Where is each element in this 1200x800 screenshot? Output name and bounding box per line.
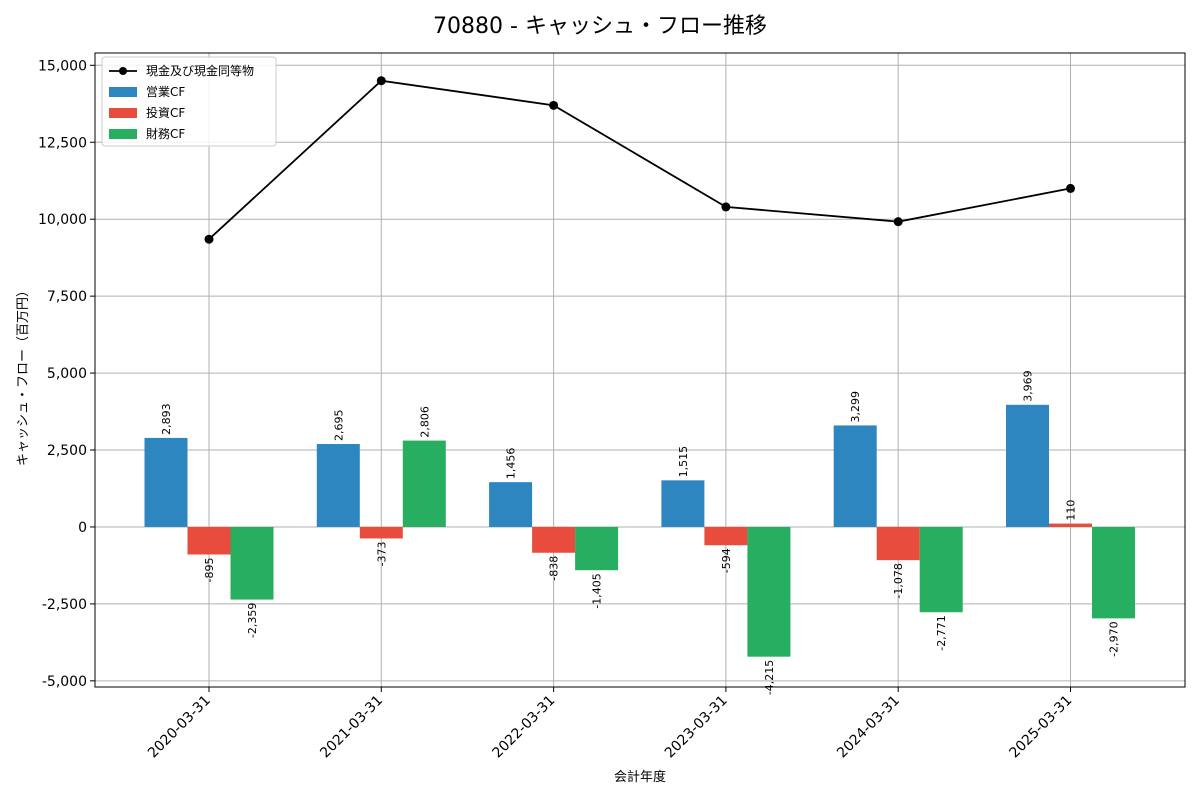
- legend-label: 現金及び現金同等物: [146, 63, 254, 78]
- y-tick-label: 12,500: [38, 135, 87, 151]
- bar: [316, 444, 360, 527]
- bar: [747, 526, 791, 657]
- cash-point: [204, 234, 214, 244]
- bar-value-label: 2,695: [332, 410, 345, 442]
- bar: [359, 526, 403, 539]
- bar: [919, 526, 963, 613]
- legend-bar-swatch: [109, 129, 137, 139]
- chart-title: 70880 - キャッシュ・フロー推移: [433, 14, 767, 39]
- bar: [1006, 404, 1049, 527]
- cash-point: [893, 217, 903, 227]
- legend-bar-swatch: [109, 87, 137, 97]
- x-tick-label: 2024-03-31: [834, 693, 903, 762]
- x-tick-label: 2022-03-31: [490, 693, 559, 762]
- bar-value-label: -838: [548, 556, 561, 581]
- bar: [1049, 523, 1092, 527]
- legend-label: 財務CF: [146, 126, 185, 141]
- bar: [230, 526, 274, 600]
- bar: [144, 437, 188, 527]
- bar: [876, 526, 920, 561]
- y-tick-label: 7,500: [47, 289, 87, 305]
- bar-value-label: -2,771: [935, 615, 948, 650]
- bar-value-label: -594: [720, 548, 733, 573]
- y-tick-label: 15,000: [38, 58, 87, 74]
- bar: [532, 526, 576, 553]
- bar: [1092, 526, 1135, 619]
- cash-point: [549, 100, 559, 110]
- bar-value-label: 1,456: [505, 448, 518, 480]
- legend-bar-swatch: [109, 108, 137, 118]
- bar-value-label: 110: [1065, 500, 1078, 521]
- bar-value-label: 3,969: [1022, 370, 1035, 402]
- bar: [661, 480, 705, 527]
- bar-value-label: 1,515: [677, 446, 690, 478]
- bar-value-label: 3,299: [849, 391, 862, 423]
- x-tick-label: 2020-03-31: [145, 693, 214, 762]
- bar: [187, 526, 231, 555]
- bar: [575, 526, 619, 571]
- y-tick-label: -2,500: [42, 597, 87, 613]
- legend-label: 営業CF: [146, 85, 185, 99]
- cash-line: [208, 79, 1071, 240]
- bar-value-label: -2,970: [1108, 621, 1121, 656]
- bar-value-label: -895: [203, 558, 216, 583]
- y-tick-label: 5,000: [47, 366, 87, 382]
- bar-value-label: 2,806: [418, 406, 431, 438]
- bar: [704, 526, 748, 546]
- bar: [833, 425, 877, 527]
- plot-frame: [94, 52, 1186, 688]
- legend-box: [101, 56, 277, 147]
- bar-value-label: -373: [375, 541, 388, 566]
- bar-value-label: 2,893: [160, 403, 173, 435]
- legend-marker-swatch: [119, 67, 127, 75]
- y-axis-label: キャッシュ・フロー（百万円）: [16, 284, 31, 466]
- y-tick-label: -5,000: [42, 674, 87, 690]
- x-tick-label: 2021-03-31: [317, 693, 386, 762]
- y-tick-label: 2,500: [47, 443, 87, 459]
- y-tick-label: 10,000: [38, 212, 87, 228]
- bar-value-label: -2,359: [246, 603, 259, 638]
- cash-point: [1066, 183, 1075, 193]
- bar-value-label: -4,215: [763, 660, 776, 695]
- x-tick-label: 2025-03-31: [1006, 693, 1075, 762]
- bar: [402, 440, 446, 527]
- bar-value-label: -1,078: [892, 563, 905, 598]
- legend-label: 投資CF: [146, 105, 185, 120]
- x-tick-label: 2023-03-31: [662, 693, 731, 762]
- plot-area: -5,000 -2,500 0 2,500 5,000 7,500 10,000 12,500…: [38, 52, 1186, 762]
- bar: [489, 482, 533, 527]
- bar-value-label: -1,405: [591, 573, 604, 608]
- y-tick-label: 0: [78, 520, 87, 536]
- cash-point: [721, 202, 731, 212]
- cash-point: [376, 76, 386, 86]
- x-axis-label: 会計年度: [614, 769, 666, 785]
